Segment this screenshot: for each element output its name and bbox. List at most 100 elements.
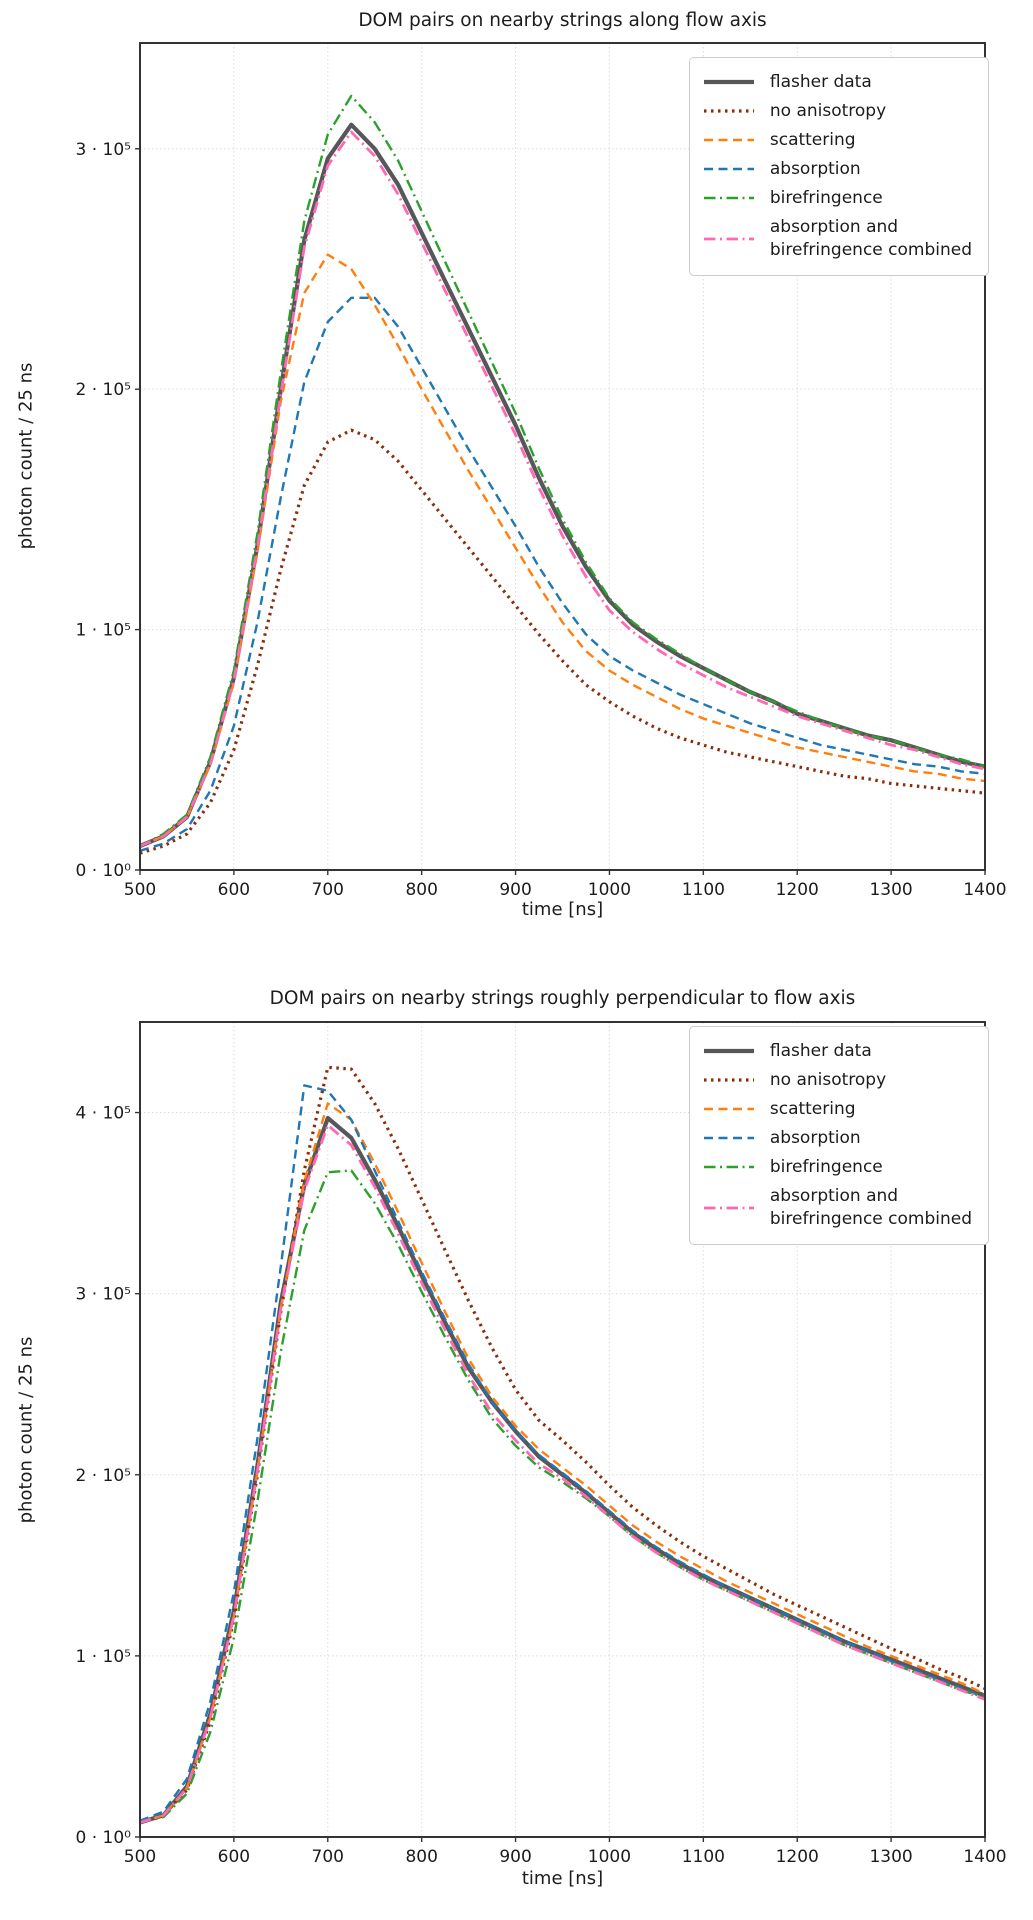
curve-birefringence xyxy=(139,94,986,848)
y-tick-label: 2 · 10⁵ xyxy=(76,380,131,400)
legend-swatch-no-anisotropy-line xyxy=(703,1078,754,1083)
legend-swatch-birefringence-line xyxy=(703,197,754,200)
legend-label-line: absorption xyxy=(769,1127,861,1148)
x-tick-label: 800 xyxy=(405,880,437,900)
axes-frame xyxy=(139,1021,986,1838)
legend-item: scattering xyxy=(702,126,972,155)
curve-absorption-and-birefringence-combined xyxy=(139,130,986,848)
legend-box: flasher data no anisotropy scattering absor… xyxy=(688,57,989,276)
legend-label-line: no anisotropy xyxy=(769,1069,887,1090)
legend-label-line: scattering xyxy=(769,1098,856,1119)
legend-swatch-scattering-line xyxy=(703,1108,754,1111)
curve-birefringence xyxy=(139,1169,986,1824)
y-tick-label: 1 · 10⁵ xyxy=(76,1647,131,1667)
x-tick-label: 500 xyxy=(124,1847,156,1867)
legend-label-line: no anisotropy xyxy=(769,100,887,121)
legend-label: scattering xyxy=(770,1098,856,1121)
legend-item: birefringence xyxy=(702,1153,972,1182)
legend-item: absorption xyxy=(702,155,972,184)
legend-label-line: birefringence combined xyxy=(769,1208,972,1229)
y-tick-label: 3 · 10⁵ xyxy=(76,140,131,160)
legend-item: absorption and birefringence combined xyxy=(702,1182,972,1234)
y-tick-label: 3 · 10⁵ xyxy=(76,1285,131,1305)
legend-swatch-absorption-and-birefringence-combined-line xyxy=(703,1206,754,1210)
x-tick-label: 1100 xyxy=(682,880,725,900)
legend-item: absorption xyxy=(702,1124,972,1153)
legend-item: birefringence xyxy=(702,184,972,213)
chart-along-flow-axis: 500 600 700 800 900 1000 1100 1200 1300 1400 0 · 1… xyxy=(15,10,1007,920)
y-tick-label: 2 · 10⁵ xyxy=(76,1466,131,1486)
y-tick-label: 0 · 10⁰ xyxy=(76,861,132,881)
plot-area: 500 600 700 800 900 1000 1100 1200 1300 1400 0 · 1… xyxy=(76,42,1007,900)
plot-area: 500 600 700 800 900 1000 1100 1200 1300 1400 0 · 1… xyxy=(76,1021,1007,1867)
x-tick-label: 900 xyxy=(499,1847,531,1867)
x-tick-label: 900 xyxy=(499,880,531,900)
legend-label-line: absorption and xyxy=(769,216,899,237)
x-tick-label: 1000 xyxy=(588,1847,631,1867)
y-axis-label: photon count / 25 ns xyxy=(15,1336,37,1524)
curve-scattering xyxy=(139,1102,986,1824)
legend-swatch-absorption-and-birefringence-combined-line xyxy=(703,237,754,241)
x-tick-label: 700 xyxy=(312,1847,344,1867)
legend-swatch-birefringence-line xyxy=(703,1166,754,1169)
legend-swatch-absorption-line xyxy=(703,1137,754,1140)
legend-item: flasher data xyxy=(702,68,972,97)
legend-item: absorption and birefringence combined xyxy=(702,213,972,265)
legend-label-line: scattering xyxy=(769,129,856,150)
curve-absorption-and-birefringence-combined xyxy=(139,1123,986,1824)
legend-swatch-flasher-data-line xyxy=(703,1049,754,1054)
legend-item: no anisotropy xyxy=(702,1066,972,1095)
legend-label: birefringence xyxy=(770,1156,883,1179)
legend-item: flasher data xyxy=(702,1037,972,1066)
legend-label: absorption xyxy=(770,158,861,181)
x-tick-label: 800 xyxy=(405,1847,437,1867)
legend-label: flasher data xyxy=(770,71,872,94)
x-tick-label: 1200 xyxy=(776,1847,819,1867)
legend-label: no anisotropy xyxy=(770,1069,886,1092)
chart-title: DOM pairs on nearby strings along flow a… xyxy=(358,10,767,31)
legend-label: no anisotropy xyxy=(770,100,886,123)
legend-label: absorption xyxy=(770,1127,861,1150)
x-axis-label: time [ns] xyxy=(521,1868,604,1889)
legend-label: absorption and birefringence combined xyxy=(770,216,972,262)
y-axis-label: photon count / 25 ns xyxy=(15,362,37,550)
x-tick-label: 600 xyxy=(218,880,250,900)
legend-swatch-scattering-line xyxy=(703,139,754,142)
x-axis-label: time [ns] xyxy=(521,899,604,920)
curve-scattering xyxy=(139,253,986,848)
legend-label: birefringence xyxy=(770,187,883,210)
legend-label-line: absorption and xyxy=(769,1185,899,1206)
y-tick-label: 0 · 10⁰ xyxy=(76,1828,132,1848)
y-tick-label: 4 · 10⁵ xyxy=(76,1104,131,1124)
curve-absorption xyxy=(139,296,986,852)
chart-title: DOM pairs on nearby strings roughly perp… xyxy=(269,988,856,1009)
legend-label-line: birefringence combined xyxy=(769,239,972,260)
legend-label: scattering xyxy=(770,129,856,152)
x-tick-label: 1300 xyxy=(869,880,912,900)
y-tick-label: 1 · 10⁵ xyxy=(76,621,131,641)
legend-label-line: birefringence xyxy=(769,187,883,208)
x-tick-label: 500 xyxy=(124,880,156,900)
legend-item: no anisotropy xyxy=(702,97,972,126)
legend-swatch-no-anisotropy-line xyxy=(703,109,754,114)
legend-label-line: flasher data xyxy=(769,72,872,92)
x-tick-label: 700 xyxy=(312,880,344,900)
legend-label-line: birefringence xyxy=(769,1156,883,1177)
legend-label-line: absorption xyxy=(769,158,861,179)
legend-item: scattering xyxy=(702,1095,972,1124)
curve-absorption xyxy=(139,1084,986,1822)
chart-perpendicular-flow-axis: 500 600 700 800 900 1000 1100 1200 1300 1400 0 · 1… xyxy=(0,960,1033,1920)
legend-label: flasher data xyxy=(770,1040,872,1063)
legend-box: flasher data no anisotropy scattering absor… xyxy=(688,1026,989,1245)
x-tick-label: 1300 xyxy=(869,1847,912,1867)
x-tick-label: 1400 xyxy=(963,880,1006,900)
legend-label: absorption and birefringence combined xyxy=(770,1185,972,1231)
legend-label-line: flasher data xyxy=(769,1041,872,1061)
legend-swatch-absorption-line xyxy=(703,168,754,171)
x-tick-label: 1400 xyxy=(963,1847,1006,1867)
curve-no-anisotropy xyxy=(139,428,986,855)
x-tick-label: 1000 xyxy=(588,880,631,900)
x-tick-label: 600 xyxy=(218,1847,250,1867)
legend-swatch-flasher-data-line xyxy=(703,80,754,85)
x-tick-label: 1100 xyxy=(682,1847,725,1867)
